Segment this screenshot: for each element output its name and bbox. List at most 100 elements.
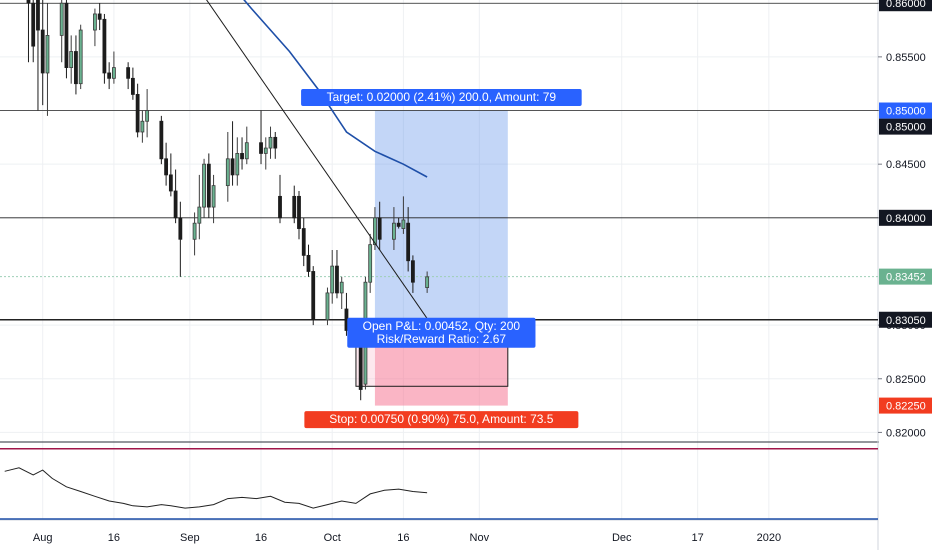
moving-average-line: [243, 0, 428, 178]
candle-body: [97, 13, 102, 20]
time-axis-label: 2020: [757, 532, 781, 544]
candle-body: [31, 2, 36, 47]
candle-body: [244, 142, 249, 160]
price-axis: 0.86000 0.85500 0.85000 0.84500 0.84000 0.830…: [878, 0, 932, 520]
candle-body: [278, 195, 282, 219]
time-axis-label: Nov: [470, 532, 490, 544]
time-axis: Aug 16 Sep 16 Oct 16 Nov Dec 17 2020: [33, 532, 781, 544]
trendline[interactable]: [185, 0, 442, 340]
candle-body: [259, 142, 263, 154]
price-badge-text: 0.84000: [886, 213, 926, 225]
candle-body: [102, 18, 107, 74]
time-axis-label: 16: [255, 532, 267, 544]
time-axis-label: Dec: [612, 532, 632, 544]
candle-body: [36, 0, 40, 31]
candle-body: [173, 190, 178, 219]
candle-body: [40, 29, 45, 74]
position-labels[interactable]: Target: 0.02000 (2.41%) 200.0, Amount: 7…: [301, 89, 582, 429]
price-badge-text: 0.85000: [886, 122, 926, 134]
candle-body: [168, 174, 173, 192]
target-zone: [374, 110, 508, 320]
candle-body: [145, 110, 150, 122]
pnl-label-bg: [347, 317, 536, 348]
price-badge-bg: [879, 118, 932, 135]
candle-body: [311, 271, 316, 321]
candle-body: [126, 67, 131, 79]
candle-body: [325, 292, 330, 321]
candle-body: [230, 158, 235, 176]
candle-body: [178, 217, 183, 240]
price-badge[interactable]: 0.84000: [879, 209, 932, 226]
pnl-label-text: Open P&L: 0.00452, Qty: 200: [363, 319, 521, 333]
candle-body: [406, 222, 411, 262]
candle-body: [112, 67, 116, 79]
candle-body: [339, 281, 344, 294]
candle-body: [26, 0, 31, 4]
price-badge[interactable]: 0.86000: [879, 0, 932, 12]
candle-body: [93, 13, 97, 31]
candle-body: [268, 136, 273, 149]
candle-body: [292, 195, 297, 219]
candle-body: [330, 265, 335, 294]
candle-body: [368, 244, 373, 283]
candle-body: [235, 153, 240, 176]
candle-body: [225, 158, 230, 187]
candle-body: [211, 185, 216, 208]
candle-body: [140, 120, 145, 133]
candle-body: [377, 217, 382, 240]
price-badge-text: 0.85000: [886, 106, 926, 118]
price-axis-bg: [879, 0, 932, 520]
price-badge[interactable]: 0.82250: [879, 397, 932, 414]
time-axis-label: Aug: [33, 532, 53, 544]
pnl-label-text: Risk/Reward Ratio: 2.67: [377, 332, 507, 346]
candle-body: [59, 2, 64, 36]
candle-body: [69, 51, 74, 68]
time-axis-label: 16: [108, 532, 120, 544]
price-badge[interactable]: 0.83452: [879, 268, 932, 285]
price-badge-bg: [879, 102, 932, 119]
candle-body: [78, 29, 83, 85]
candle-body: [64, 2, 69, 68]
candle-body: [297, 195, 301, 229]
price-badge-bg: [879, 311, 932, 328]
price-badge-text: 0.83050: [886, 315, 926, 327]
candle-body: [401, 219, 406, 229]
candle-body: [273, 136, 278, 149]
stop-label-bg: [304, 411, 579, 429]
candle-body: [45, 35, 50, 74]
price-tick-label: 0.82000: [886, 427, 926, 439]
target-label-text: Target: 0.02000 (2.41%) 200.0, Amount: 7…: [327, 90, 557, 104]
time-axis-label: Oct: [324, 532, 341, 544]
candle-body: [392, 222, 396, 240]
price-badge-bg: [879, 397, 932, 414]
price-badge-bg: [879, 0, 932, 12]
stop-label-text: Stop: 0.00750 (0.90%) 75.0, Amount: 73.5: [329, 412, 553, 426]
candle-body: [197, 206, 202, 224]
candle-body: [410, 260, 415, 283]
price-badge-bg: [879, 209, 932, 226]
time-axis-label: Sep: [180, 532, 200, 544]
candle-body: [373, 217, 377, 246]
candle-body: [335, 265, 339, 294]
candle-body: [202, 163, 206, 208]
price-badge[interactable]: 0.85000: [879, 118, 932, 135]
price-badge-bg: [879, 268, 932, 285]
target-label-bg: [301, 89, 582, 107]
price-badge[interactable]: 0.85000: [879, 102, 932, 119]
stop-label[interactable]: Stop: 0.00750 (0.90%) 75.0, Amount: 73.5: [304, 411, 579, 429]
candle-body: [301, 228, 306, 256]
candle-body: [130, 77, 135, 95]
oscillator-line: [4, 467, 428, 509]
price-tick-label: 0.85500: [886, 52, 926, 64]
candle-body: [263, 147, 268, 154]
target-label[interactable]: Target: 0.02000 (2.41%) 200.0, Amount: 7…: [301, 89, 582, 107]
price-badge-text: 0.82250: [886, 401, 926, 413]
position-zones: [355, 110, 509, 406]
candle-body: [135, 94, 140, 133]
price-badge[interactable]: 0.83050: [879, 311, 932, 328]
candle-body: [306, 254, 311, 272]
candle-body: [192, 222, 197, 240]
price-badge-text: 0.83452: [886, 272, 926, 284]
